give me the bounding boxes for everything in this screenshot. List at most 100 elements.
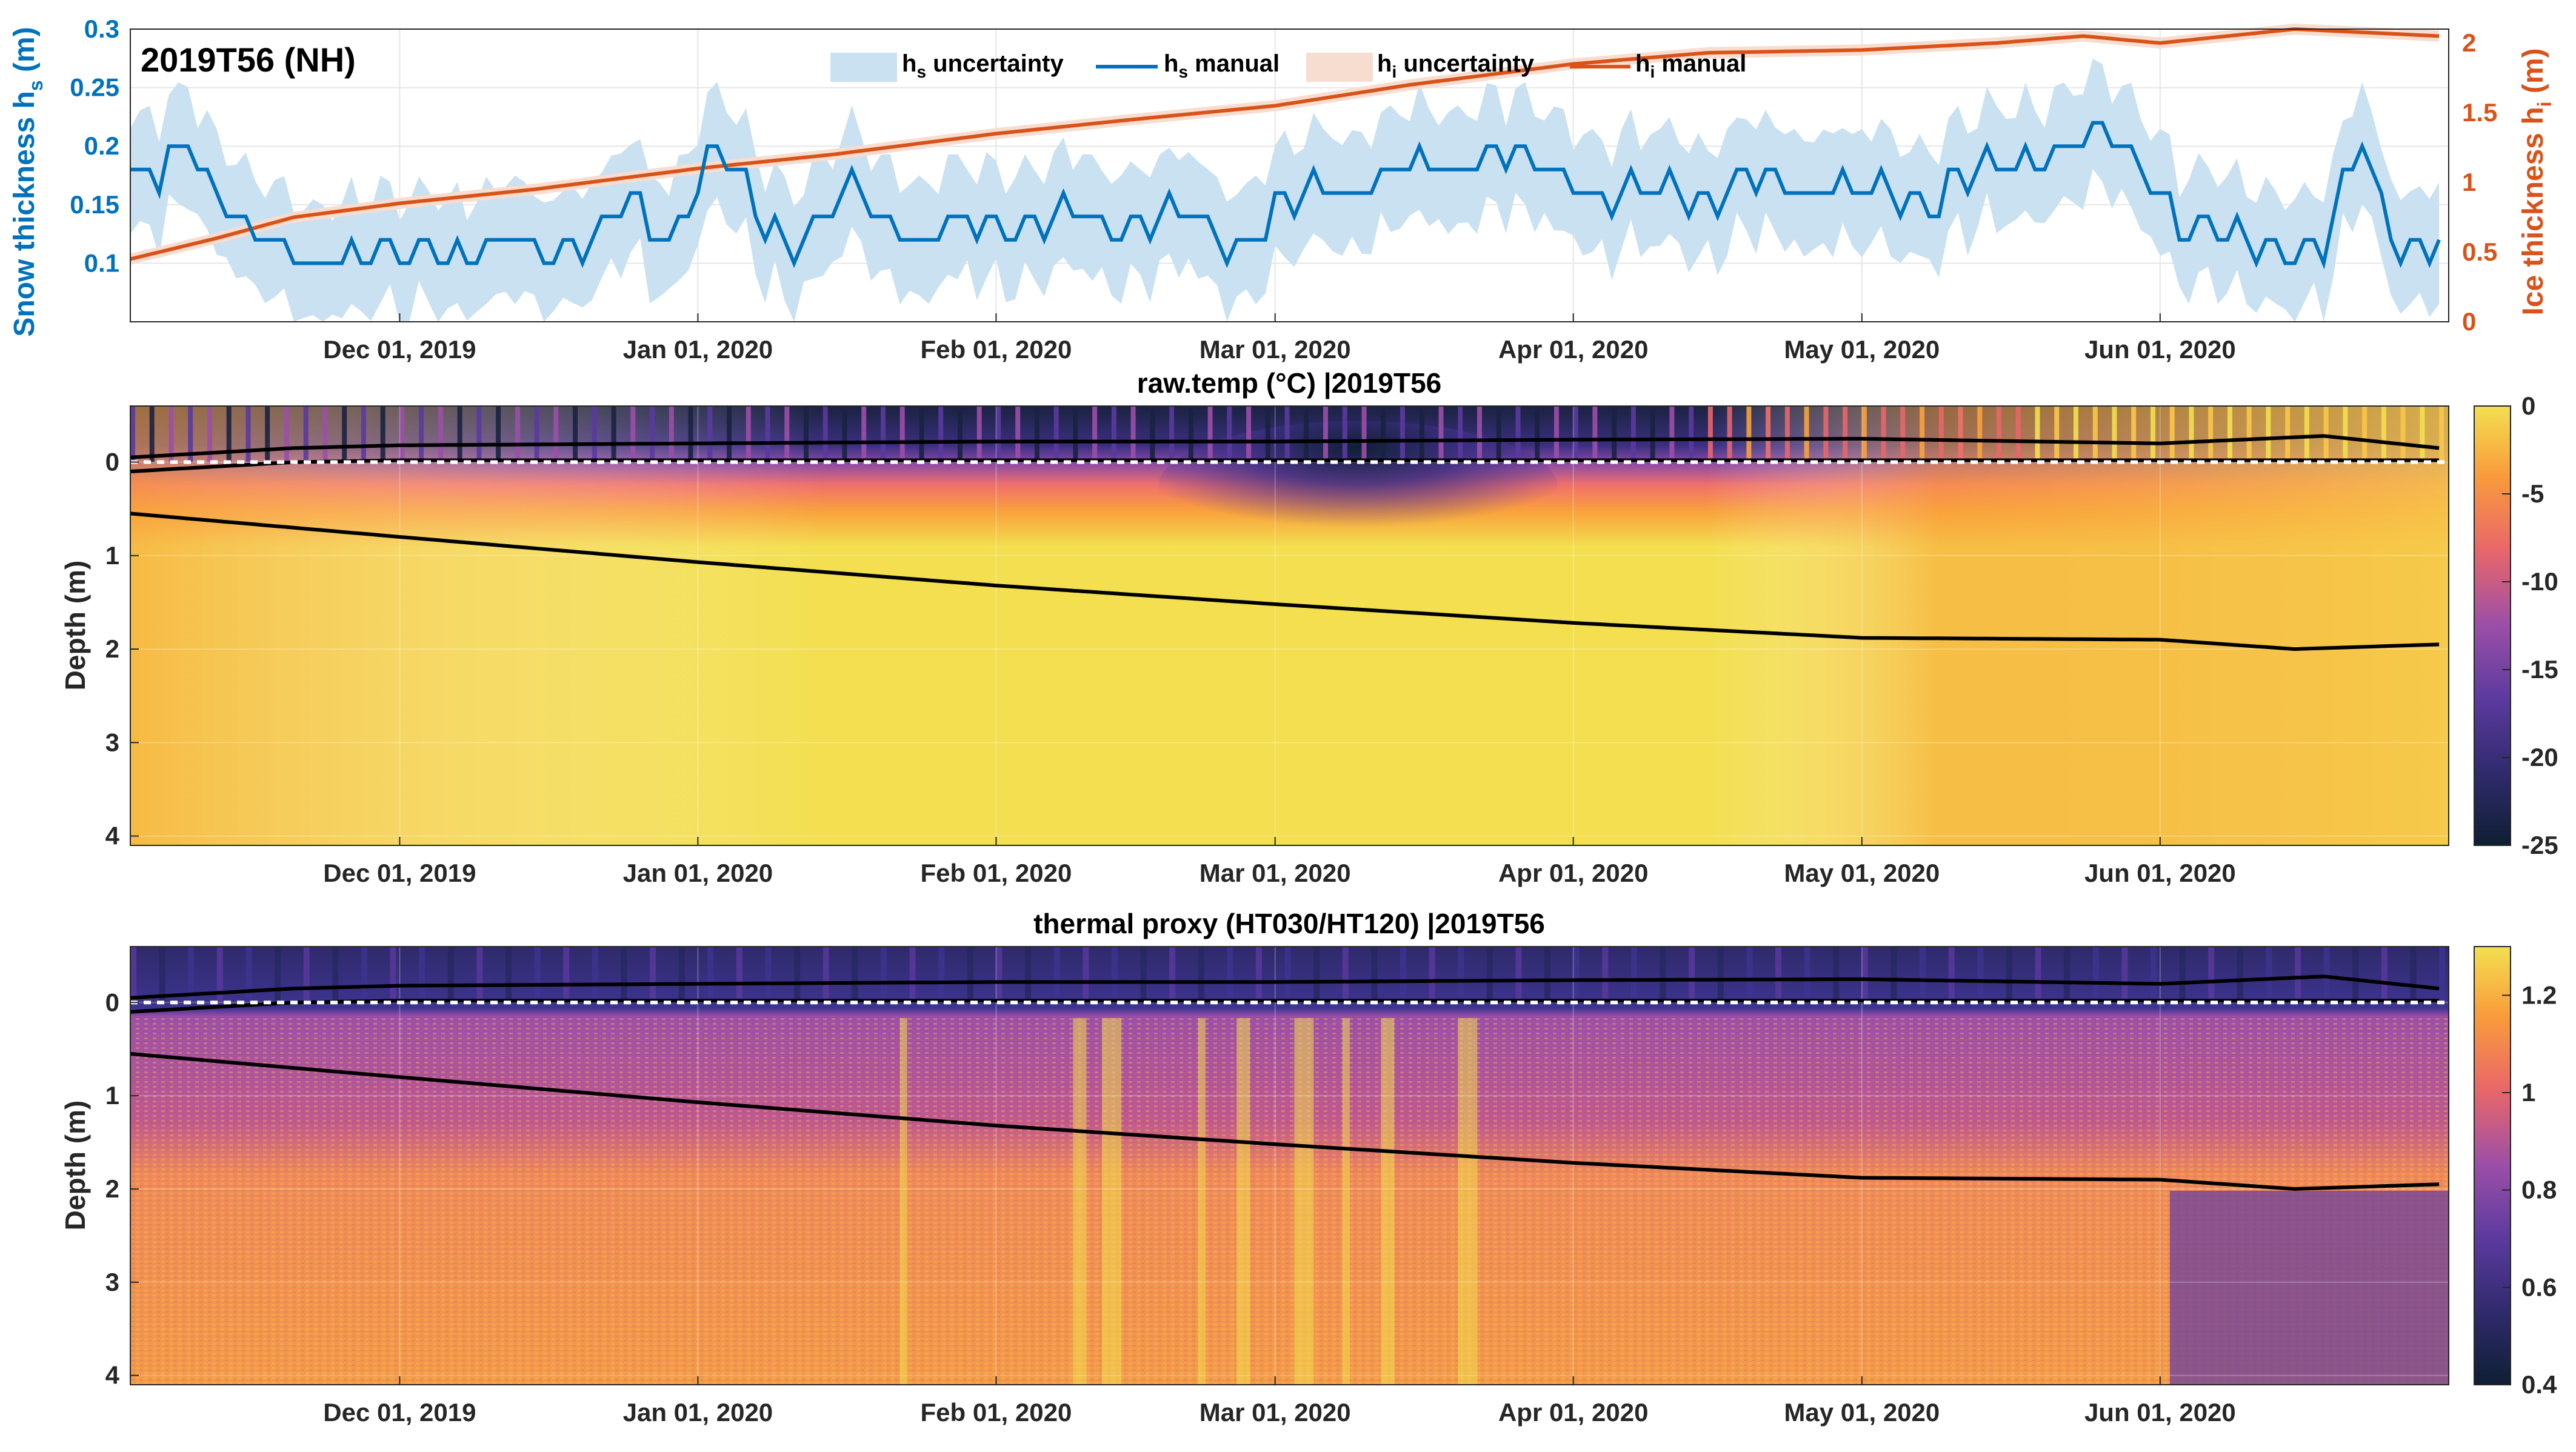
panel2-colorbar-tick-label: 0: [2521, 391, 2535, 420]
raw-temp-air-stripe: [2323, 406, 2329, 462]
left-y-tick-label: 0.25: [70, 73, 119, 102]
raw-temp-air-stripe: [746, 406, 751, 462]
thermal-proxy-bright-streak: [1198, 1018, 1206, 1385]
snow-ice-thickness-panel: 0.1 0.15 0.2 0.25 0.3 0 0.5 1 1.5 2 Dec 01, 2019…: [8, 15, 2555, 364]
thermal-proxy-texture: [130, 1018, 2449, 1385]
thermal-proxy-air-stripe: [2237, 947, 2243, 1003]
raw-temp-air-stripe: [2400, 406, 2406, 462]
panel3-colorbar-ticks: 1.2 1 0.8 0.6 0.4: [2502, 981, 2557, 1399]
thermal-proxy-air-stripe: [678, 947, 685, 1003]
panel3-snow-surface-line: [130, 974, 2440, 1000]
raw-temp-air-stripe: [1130, 406, 1136, 462]
raw-temp-air-stripe: [804, 406, 809, 462]
raw-temp-air-stripe: [919, 406, 924, 462]
raw-temp-air-stripe: [2285, 406, 2291, 462]
thermal-proxy-bright-streak: [899, 1018, 907, 1385]
right-y-ticks: 0 0.5 1 1.5 2: [2462, 28, 2497, 336]
raw-temp-air-stripe: [765, 406, 770, 462]
panel2-frame: [130, 405, 2449, 846]
thermal-proxy-air-stripe: [1053, 947, 1060, 1003]
raw-temp-air-stripe: [303, 406, 309, 462]
raw-temp-air-stripe: [2189, 406, 2194, 462]
thermal-proxy-air-stripe: [332, 947, 339, 1003]
thermal-proxy-air-stripe: [2410, 947, 2417, 1003]
panel2-x-tick-label: Mar 01, 2020: [1200, 859, 1351, 887]
panel3-gridlines: [130, 947, 2449, 1385]
panel2-title: raw.temp (°C) |2019T56: [1137, 367, 1442, 399]
panel2-x-tick-label: Feb 01, 2020: [921, 859, 1072, 887]
thermal-proxy-bright-streaks: [899, 1018, 1478, 1385]
raw-temp-air-stripe: [1727, 406, 1732, 462]
raw-temp-air-stripe: [1938, 406, 1944, 462]
raw-temp-air-stripe: [1900, 406, 1906, 462]
left-y-ticks: 0.1 0.15 0.2 0.25 0.3: [70, 15, 119, 277]
hi-manual-line: [130, 27, 2440, 261]
panel1-x-tick-label: Feb 01, 2020: [921, 335, 1072, 364]
raw-temp-air-stripe: [2208, 406, 2214, 462]
raw-temp-air-stripe: [2439, 406, 2444, 462]
panel3-y-tick-label: 3: [105, 1268, 119, 1296]
thermal-proxy-air-stripe: [1689, 947, 1695, 1003]
raw-temp-air-stripe: [2362, 406, 2367, 462]
raw-temp-air-stripe: [976, 406, 982, 462]
thermal-proxy-air-stripes: [130, 947, 2446, 1003]
raw-temp-air-stripe: [553, 406, 559, 462]
thermal-proxy-air-stripe: [1284, 947, 1291, 1003]
thermal-proxy-late-season-low: [2170, 1191, 2449, 1385]
raw-temp-air-stripe: [727, 406, 732, 462]
raw-temp-air-stripe: [1997, 406, 2001, 462]
raw-temp-air-stripe: [2420, 406, 2425, 462]
raw-temp-air-stripe: [534, 406, 539, 462]
panel3-x-tick-label: Feb 01, 2020: [921, 1398, 1072, 1427]
thermal-proxy-panel: thermal proxy (HT030/HT120) |2019T56 0 1 2…: [59, 908, 2557, 1427]
panel3-y-tick-label: 1: [105, 1081, 119, 1110]
raw-temp-air-stripe: [2151, 406, 2155, 462]
panel3-x-tick-label: Dec 01, 2019: [323, 1398, 476, 1427]
raw-temp-air-stripe: [1612, 406, 1617, 462]
thermal-proxy-air-stripe: [563, 947, 570, 1003]
raw-temp-air-stripe: [784, 406, 790, 462]
raw-temp-air-stripe: [1496, 406, 1501, 462]
raw-temp-air-stripe: [1515, 406, 1521, 462]
thermal-proxy-bright-streak: [1236, 1018, 1250, 1385]
panel1-x-tick-label: Jan 01, 2020: [623, 335, 773, 364]
thermal-proxy-air-stripe: [1313, 947, 1320, 1003]
raw-temp-air-stripe: [2169, 406, 2175, 462]
thermal-proxy-air-stripe: [2179, 947, 2186, 1003]
panel2-y-tick-label: 3: [105, 728, 119, 756]
thermal-proxy-air-stripe: [390, 947, 396, 1003]
panel2-ice-bottom-line: [130, 511, 2440, 651]
thermal-proxy-bright-streak: [1381, 1018, 1395, 1385]
thermal-proxy-bright-streak: [1073, 1018, 1087, 1385]
thermal-proxy-air-stripe: [1371, 947, 1378, 1003]
panel3-x-tick-label: Jun 01, 2020: [2084, 1398, 2236, 1427]
panel2-colorbar-tick-label: -15: [2521, 655, 2558, 684]
raw-temp-air-stripe: [2246, 406, 2252, 462]
panel3-colorbar-tick-label: 0.8: [2521, 1176, 2557, 1204]
right-y-axis-label: Ice thickness hi (m): [2517, 48, 2555, 315]
raw-temp-air-stripe: [380, 406, 385, 462]
raw-temp-air-stripe: [1361, 406, 1367, 462]
right-y-tick-label: 1.5: [2462, 98, 2497, 127]
raw-temp-air-stripe: [1650, 406, 1655, 462]
raw-temp-air-stripe: [419, 406, 424, 462]
panel2-x-tick-label: Jun 01, 2020: [2084, 859, 2236, 887]
raw-temp-air-stripe: [1977, 406, 1983, 462]
raw-temp-air-stripe: [1265, 406, 1270, 462]
raw-temp-air-stripe: [1689, 406, 1694, 462]
raw-temp-air-stripe: [957, 406, 963, 462]
thermal-proxy-air-stripe: [275, 947, 281, 1003]
thermal-proxy-air-stripe: [361, 947, 367, 1003]
thermal-proxy-air-stripe: [534, 947, 541, 1003]
raw-temp-air-stripe: [2092, 406, 2098, 462]
raw-temp-air-stripe: [457, 406, 462, 462]
raw-temp-air-stripe: [1535, 406, 1540, 462]
thermal-proxy-air-stripe: [447, 947, 454, 1003]
thermal-proxy-air-stripe: [2439, 947, 2446, 1003]
raw-temp-air-stripe: [2074, 406, 2078, 462]
raw-temp-air-stripe: [1477, 406, 1482, 462]
thermal-proxy-air-stripe: [938, 947, 945, 1003]
thermal-proxy-air-stripe: [245, 947, 252, 1003]
